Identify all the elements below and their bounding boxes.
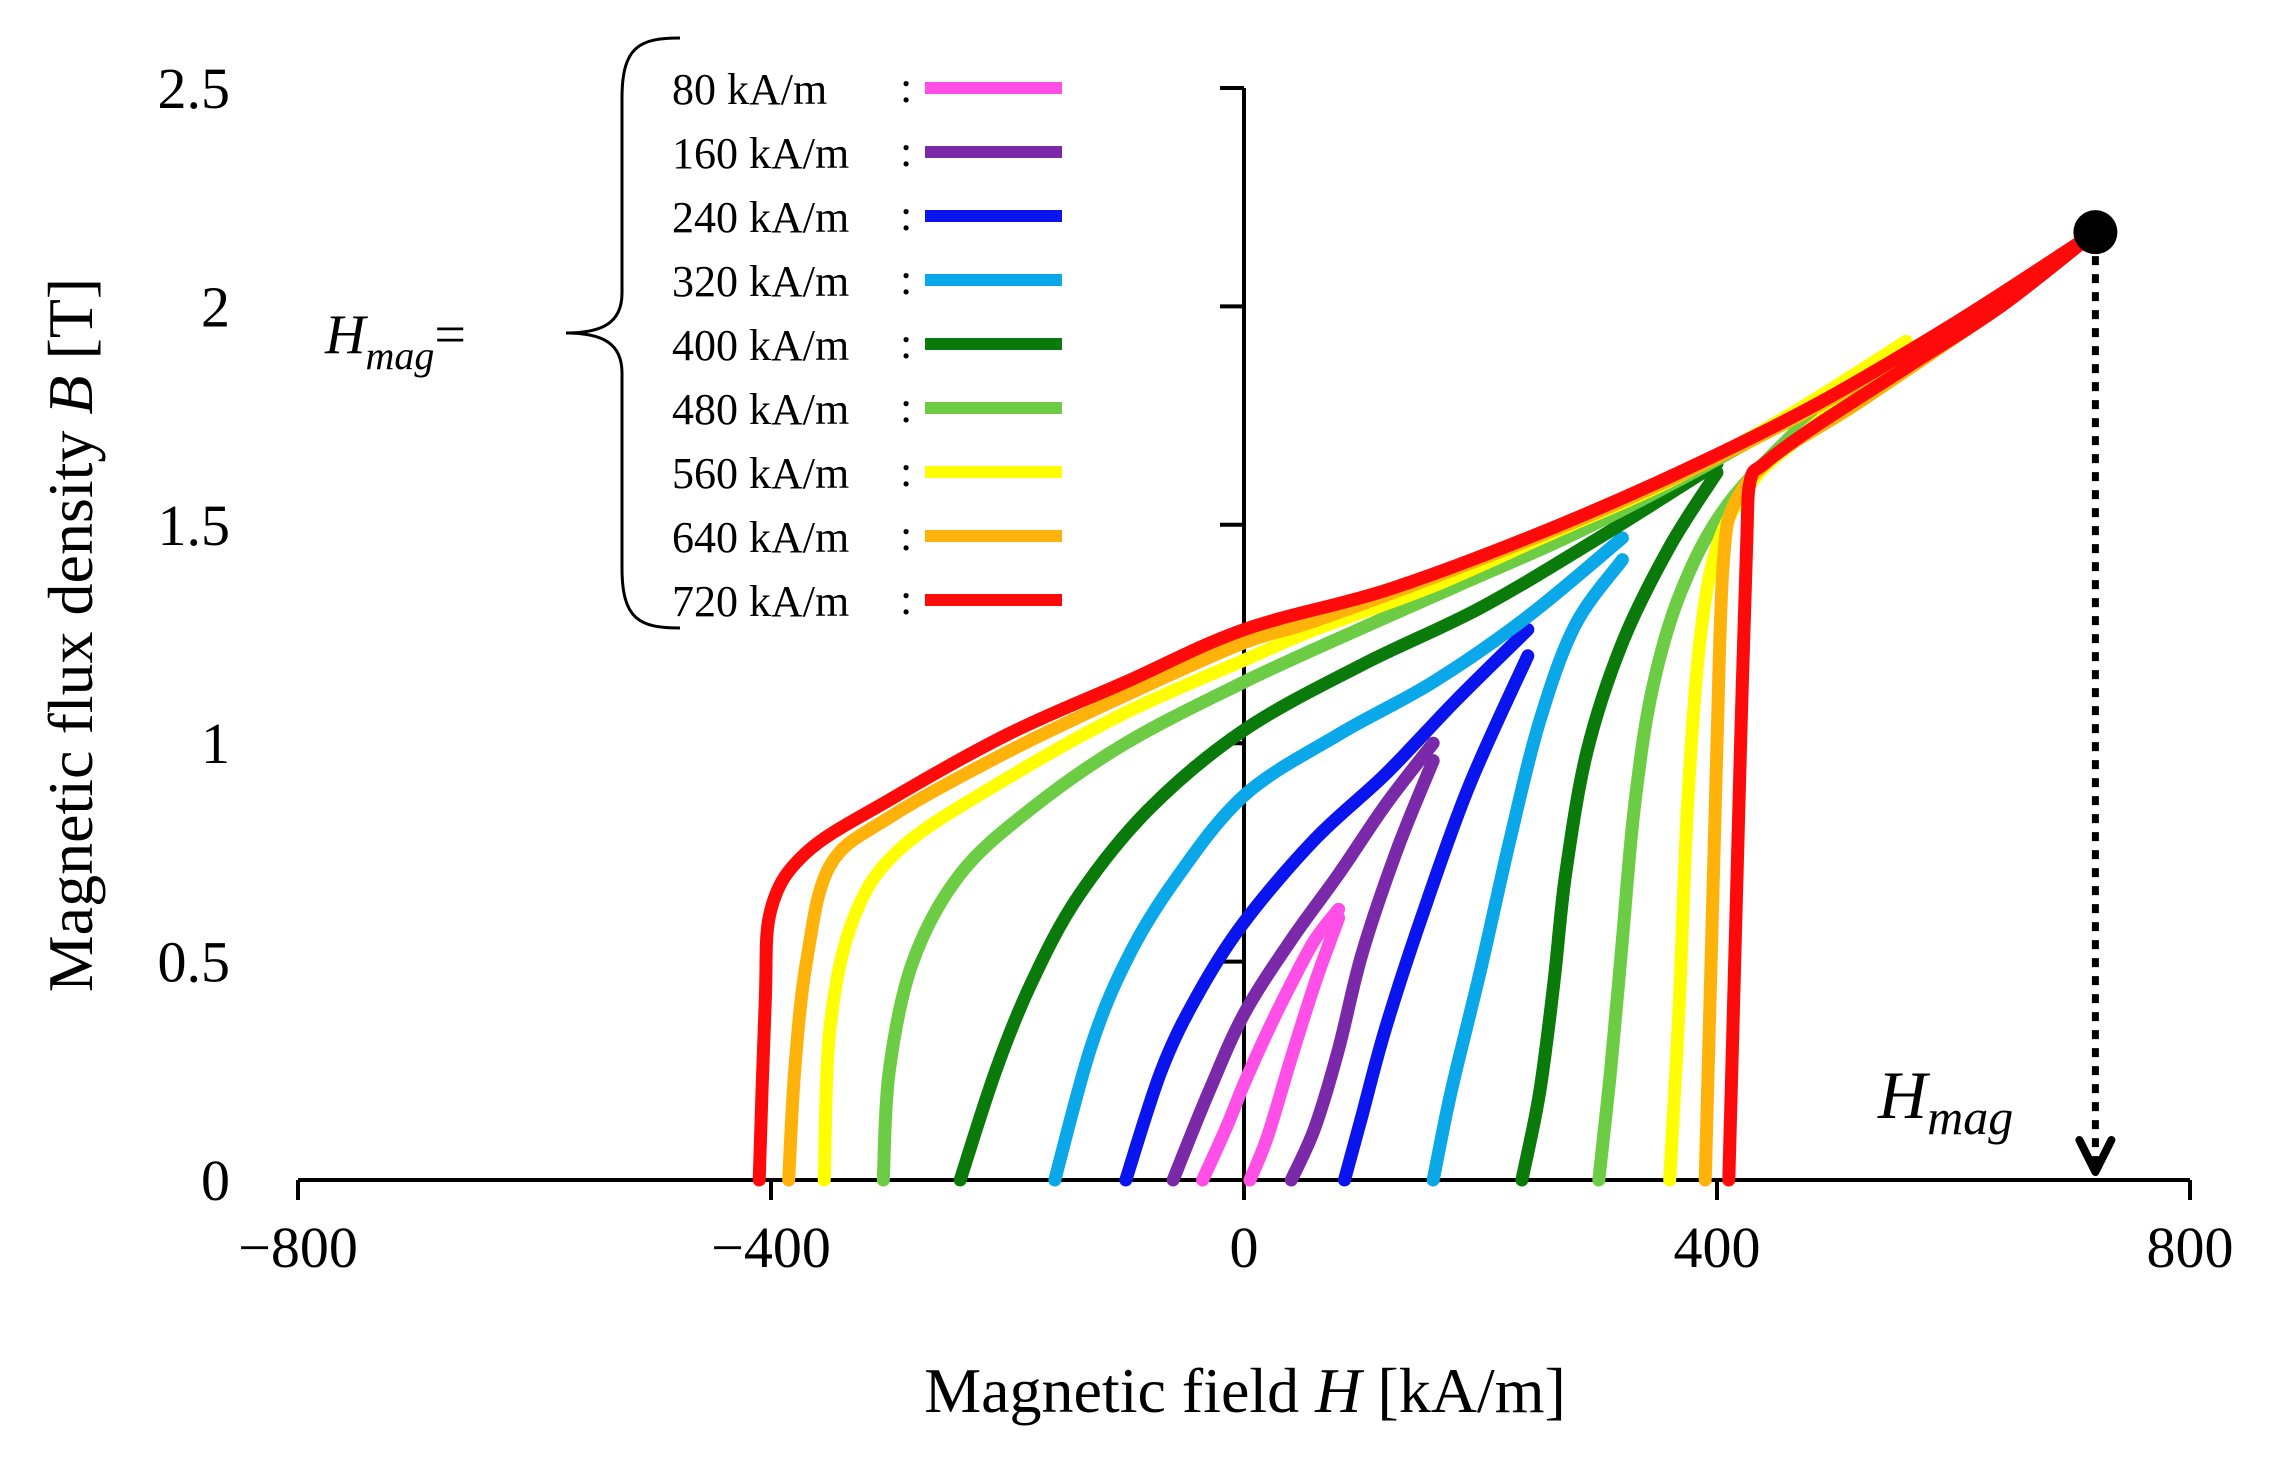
curve-ascending-400-ka-m: [1515, 465, 1724, 1187]
curve-ascending-720-ka-m: [1722, 225, 2102, 1187]
x-axis-label: Magnetic field H [kA/m]: [924, 1355, 1566, 1426]
legend-separator: :: [900, 575, 912, 624]
axes-layer: −800 −400 0 400 800 0 0.5 1 1.5 2 2.5: [158, 56, 2234, 1280]
x-tick-label: −400: [711, 1215, 831, 1280]
annotation-layer: Hmag: [1877, 210, 2118, 1176]
legend-label: 400 kA/m: [672, 321, 849, 370]
curve-ascending-160-ka-m: [1284, 754, 1440, 1187]
legend-separator: :: [900, 383, 912, 432]
legend-separator: :: [900, 511, 912, 560]
axis-labels: Magnetic field H [kA/m] Magnetic flux den…: [35, 278, 1566, 1426]
y-tick-label: 1.5: [158, 493, 231, 558]
y-tick-label: 2: [201, 274, 230, 339]
curve-ascending-480-ka-m: [1592, 409, 1819, 1187]
curve-descending-80-ka-m: [1196, 902, 1346, 1187]
curve-descending-400-ka-m: [953, 457, 1724, 1187]
curve-descending-320-ka-m: [1048, 531, 1629, 1187]
legend-separator: :: [900, 127, 912, 176]
y-tick-label: 2.5: [158, 56, 231, 121]
legend-brace: [565, 36, 681, 630]
legend-label: 80 kA/m: [672, 65, 827, 114]
legend-separator: :: [900, 63, 912, 112]
curve-descending-160-ka-m: [1166, 736, 1440, 1187]
x-tick-label: 400: [1674, 1215, 1761, 1280]
annotation-point-marker: [2073, 210, 2118, 255]
legend-label: 720 kA/m: [672, 577, 849, 626]
x-tick-label: 800: [2147, 1215, 2234, 1280]
legend-label: 320 kA/m: [672, 257, 849, 306]
curve-descending-480-ka-m: [876, 400, 1819, 1187]
legend-label: 560 kA/m: [672, 449, 849, 498]
legend-title: Hmag=: [324, 304, 466, 378]
legend-label: 160 kA/m: [672, 129, 849, 178]
annotation-arrowhead: [2075, 1136, 2116, 1176]
x-tick-label: 0: [1230, 1215, 1259, 1280]
y-axis-label: Magnetic flux density B [T]: [35, 278, 106, 992]
y-tick-label: 1: [201, 711, 230, 776]
curve-ascending-80-ka-m: [1243, 911, 1346, 1187]
y-tick-label: 0.5: [158, 930, 231, 995]
legend-separator: :: [900, 255, 912, 304]
curve-ascending-240-ka-m: [1338, 649, 1535, 1187]
legend-separator: :: [900, 191, 912, 240]
legend-label: 480 kA/m: [672, 385, 849, 434]
legend: 80 kA/m: 160 kA/m: 240 kA/m: 320 kA/m: 400 k…: [324, 36, 1062, 630]
y-tick-label: 0: [201, 1148, 230, 1213]
curve-descending-240-ka-m: [1119, 623, 1535, 1187]
legend-label: 240 kA/m: [672, 193, 849, 242]
x-tick-label: −800: [238, 1215, 358, 1280]
annotation-label: Hmag: [1877, 1057, 2013, 1145]
legend-separator: :: [900, 447, 912, 496]
curve-ascending-320-ka-m: [1426, 553, 1629, 1187]
legend-label: 640 kA/m: [672, 513, 849, 562]
curve-descending-720-ka-m: [752, 225, 2102, 1187]
series-layer: [752, 225, 2102, 1187]
legend-separator: :: [900, 319, 912, 368]
